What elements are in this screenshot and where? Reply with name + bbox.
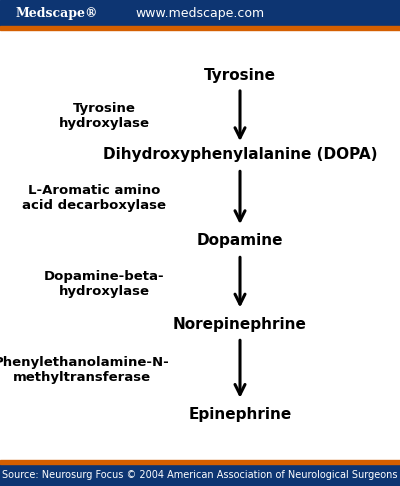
Text: Dopamine: Dopamine: [197, 233, 283, 248]
Text: Tyrosine: Tyrosine: [204, 68, 276, 83]
Text: Dihydroxyphenylalanine (DOPA): Dihydroxyphenylalanine (DOPA): [103, 147, 377, 162]
Text: Norepinephrine: Norepinephrine: [173, 317, 307, 332]
Text: Medscape®: Medscape®: [16, 6, 98, 19]
Text: Epinephrine: Epinephrine: [188, 407, 292, 422]
Text: Dopamine-beta-
hydroxylase: Dopamine-beta- hydroxylase: [44, 270, 164, 298]
Text: L-Aromatic amino
acid decarboxylase: L-Aromatic amino acid decarboxylase: [22, 184, 166, 212]
Text: Source: Neurosurg Focus © 2004 American Association of Neurological Surgeons: Source: Neurosurg Focus © 2004 American …: [2, 470, 398, 480]
Text: www.medscape.com: www.medscape.com: [136, 6, 264, 19]
Text: Phenylethanolamine-N-
methyltransferase: Phenylethanolamine-N- methyltransferase: [0, 356, 170, 384]
Text: Tyrosine
hydroxylase: Tyrosine hydroxylase: [58, 102, 150, 130]
